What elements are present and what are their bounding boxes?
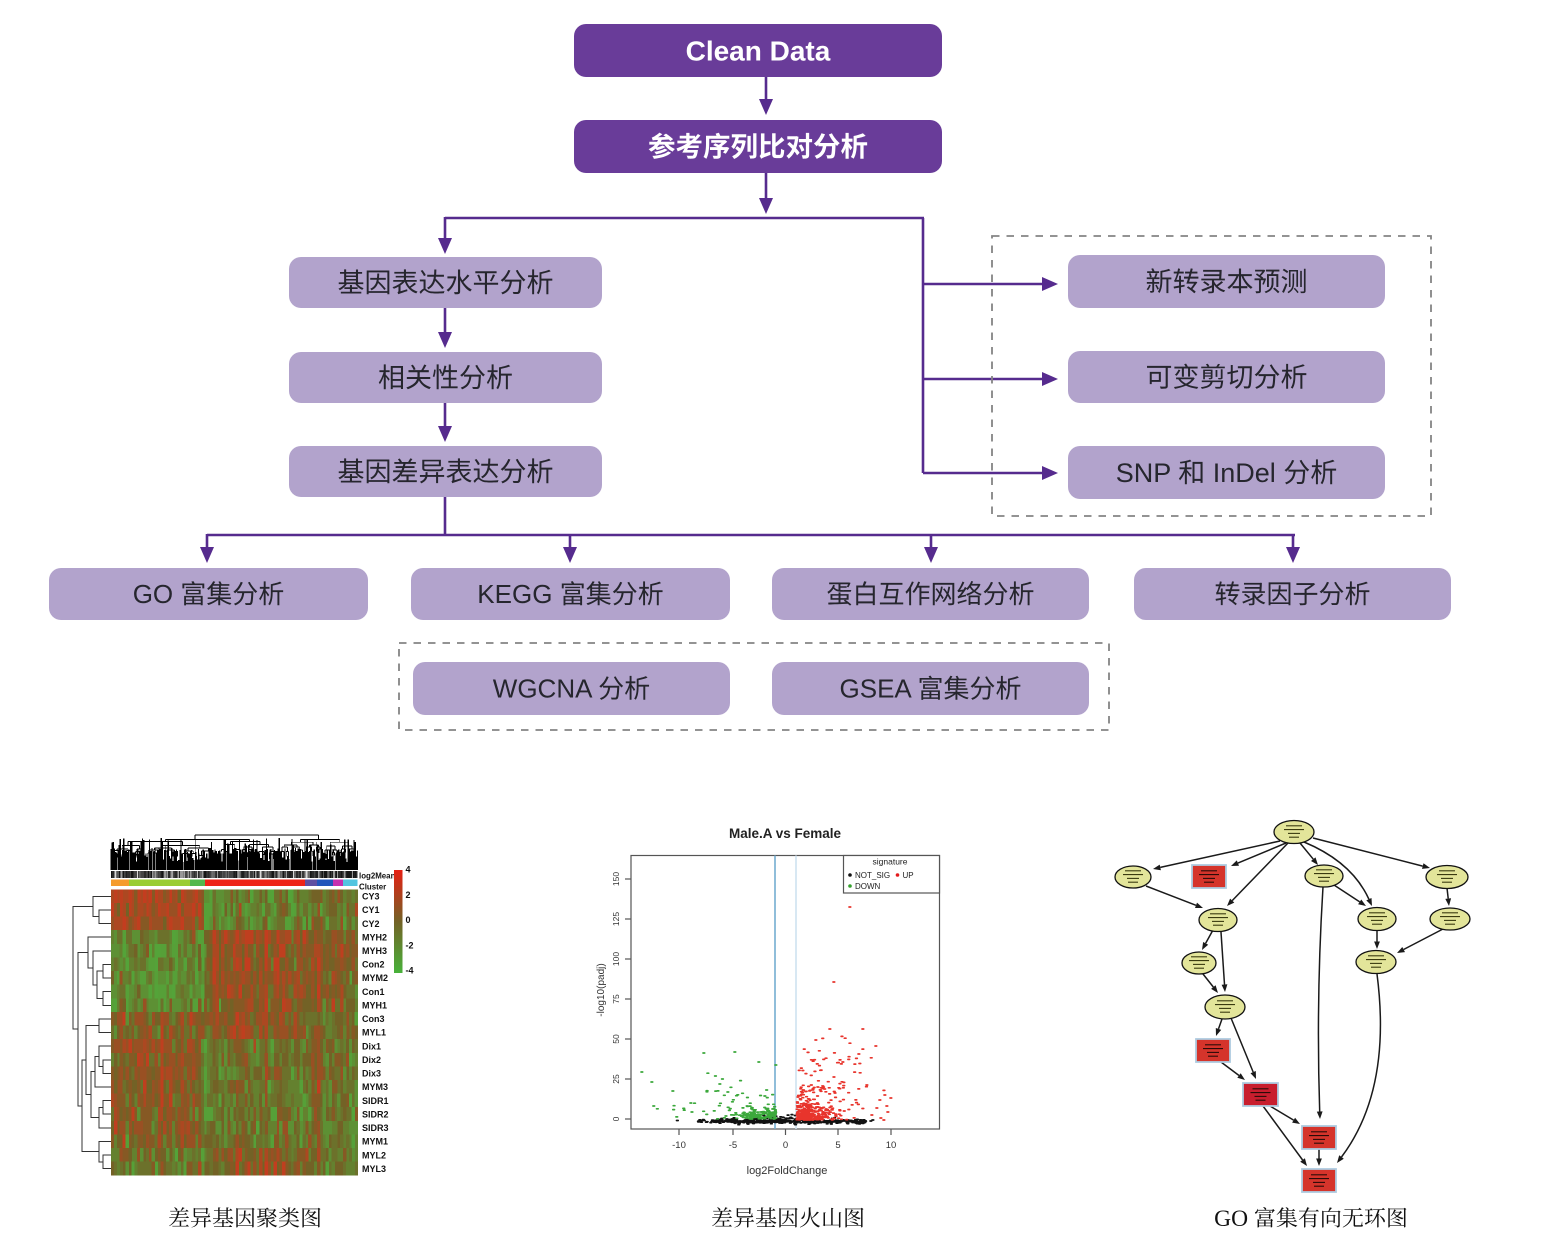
- svg-text:SNP: SNP: [1116, 458, 1179, 488]
- svg-text:Dix1: Dix1: [362, 1041, 381, 1051]
- svg-text:GO: GO: [133, 579, 181, 609]
- svg-text:2: 2: [406, 890, 411, 900]
- svg-text:Dix2: Dix2: [362, 1055, 381, 1065]
- svg-text:75: 75: [611, 994, 621, 1004]
- svg-text:SIDR1: SIDR1: [362, 1096, 389, 1106]
- svg-text:MYM2: MYM2: [362, 973, 388, 983]
- svg-text:DOWN: DOWN: [855, 882, 881, 891]
- svg-text:Con1: Con1: [362, 987, 385, 997]
- svg-text:log2Mean: log2Mean: [359, 872, 396, 881]
- svg-text:50: 50: [611, 1034, 621, 1044]
- svg-text:Dix3: Dix3: [362, 1069, 381, 1079]
- svg-text:NOT_SIG: NOT_SIG: [855, 871, 890, 880]
- svg-text:UP: UP: [903, 871, 914, 880]
- svg-text:MYH3: MYH3: [362, 946, 387, 956]
- svg-text:GSEA: GSEA: [840, 674, 918, 704]
- svg-text:SIDR2: SIDR2: [362, 1109, 389, 1119]
- svg-text:150: 150: [611, 872, 621, 886]
- svg-text:CY3: CY3: [362, 892, 380, 902]
- svg-text:Con3: Con3: [362, 1014, 385, 1024]
- svg-text:KEGG: KEGG: [477, 579, 559, 609]
- svg-text:-log10(padj): -log10(padj): [596, 963, 607, 1016]
- svg-text:CY1: CY1: [362, 905, 380, 915]
- svg-text:MYM3: MYM3: [362, 1082, 388, 1092]
- svg-text:MYH2: MYH2: [362, 932, 387, 942]
- svg-text:0: 0: [783, 1140, 788, 1151]
- svg-text:CY2: CY2: [362, 919, 380, 929]
- svg-text:100: 100: [611, 952, 621, 966]
- svg-text:5: 5: [835, 1140, 840, 1151]
- svg-text:0: 0: [406, 915, 411, 925]
- svg-text:125: 125: [611, 912, 621, 926]
- svg-text:signature: signature: [873, 857, 908, 867]
- svg-text:-4: -4: [406, 966, 414, 976]
- svg-text:MYL2: MYL2: [362, 1150, 386, 1160]
- svg-text:log2FoldChange: log2FoldChange: [747, 1165, 828, 1177]
- svg-text:-5: -5: [729, 1140, 737, 1151]
- svg-text:GO: GO: [1214, 1206, 1254, 1232]
- svg-text:Cluster: Cluster: [359, 883, 386, 892]
- svg-text:-2: -2: [406, 940, 414, 950]
- svg-text:MYL1: MYL1: [362, 1028, 386, 1038]
- svg-text:SIDR3: SIDR3: [362, 1123, 389, 1133]
- svg-text:4: 4: [406, 865, 411, 875]
- svg-text:0: 0: [611, 1116, 621, 1121]
- svg-text:-10: -10: [672, 1140, 686, 1151]
- svg-text:InDel: InDel: [1205, 458, 1283, 488]
- svg-text:Con2: Con2: [362, 960, 385, 970]
- svg-text:Male.A vs Female: Male.A vs Female: [729, 826, 842, 841]
- svg-text:Clean Data: Clean Data: [686, 35, 831, 66]
- svg-text:MYL3: MYL3: [362, 1164, 386, 1174]
- svg-text:MYH1: MYH1: [362, 1001, 387, 1011]
- svg-text:WGCNA: WGCNA: [493, 674, 598, 704]
- svg-text:10: 10: [886, 1140, 897, 1151]
- svg-text:MYM1: MYM1: [362, 1137, 388, 1147]
- svg-text:25: 25: [611, 1074, 621, 1084]
